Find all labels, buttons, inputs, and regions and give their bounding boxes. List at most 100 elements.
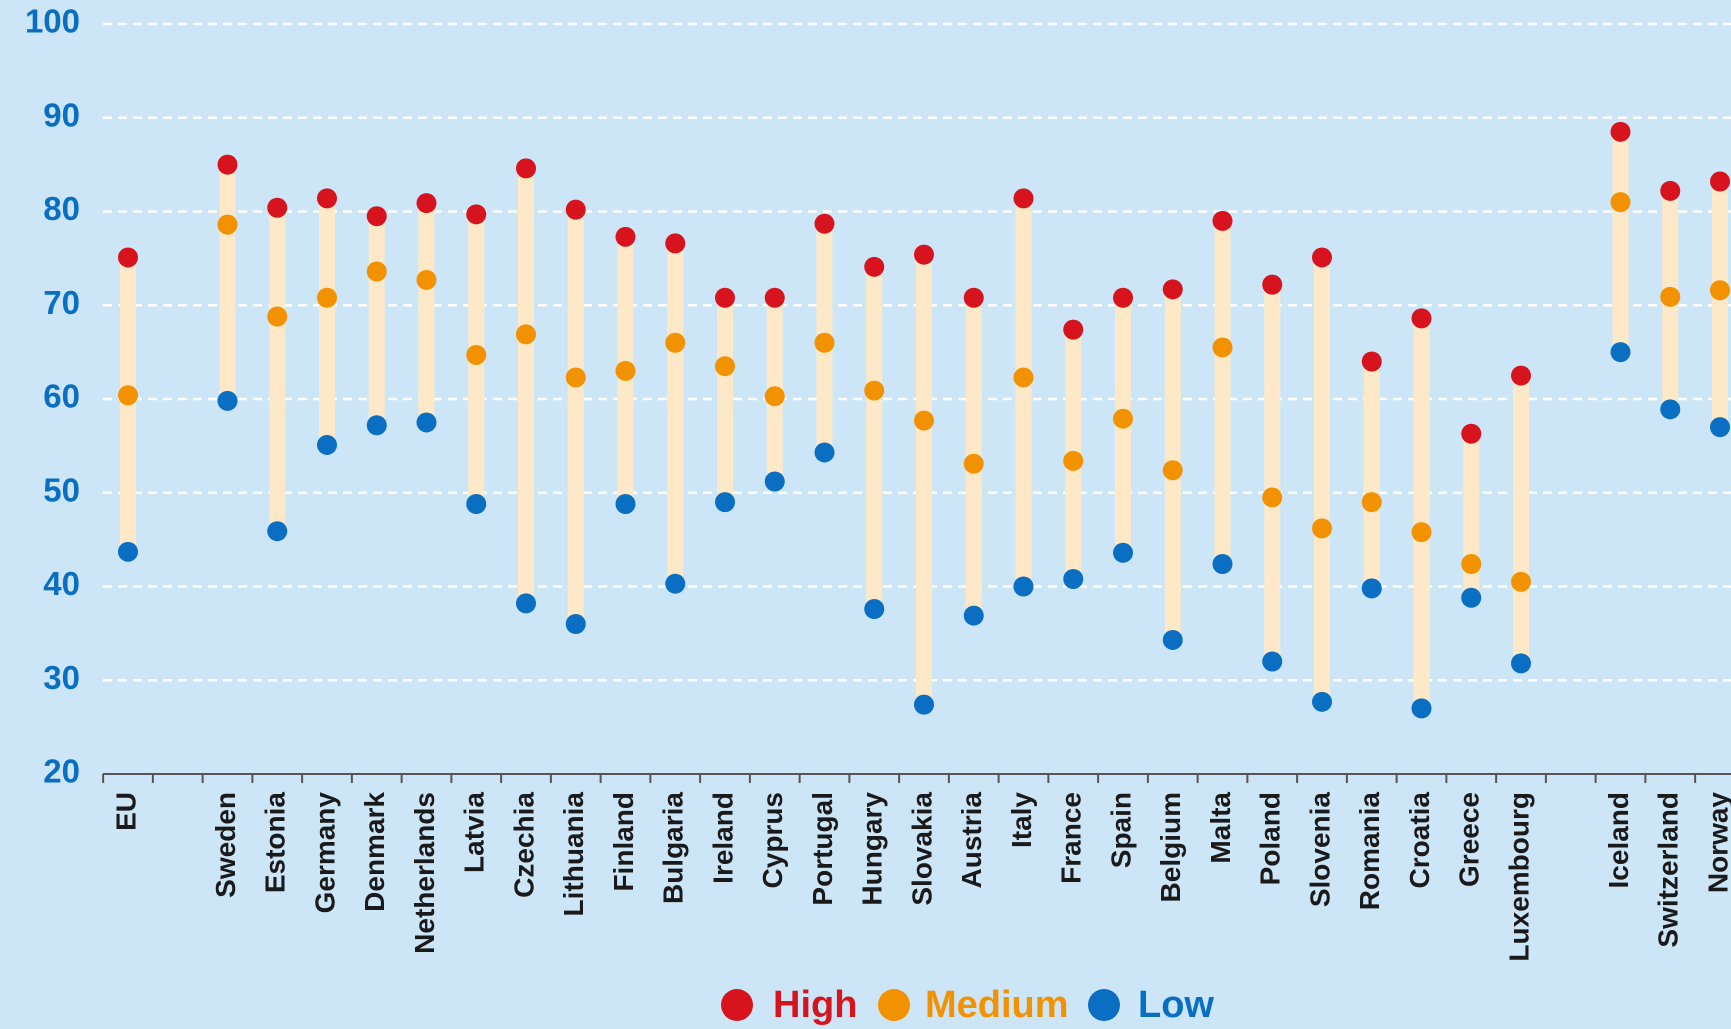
dot [267,521,288,542]
dot [1511,571,1531,592]
dot [1063,450,1084,471]
dot [1013,188,1034,209]
legend-swatch [878,989,910,1021]
legend-label: Medium [925,984,1069,1026]
dot [715,356,735,377]
legend-swatch [1088,989,1120,1021]
x-tick-label-group: Malta [1205,792,1236,864]
x-tick-label-group: France [1056,792,1087,884]
dot [366,415,387,436]
x-tick-label-group: Italy [1006,792,1037,848]
dot [1411,522,1432,543]
range-bar [518,168,534,604]
dot [1063,569,1084,589]
dot [1660,399,1681,420]
dot [217,214,238,235]
legend-label: High [773,984,857,1026]
dot [814,213,835,234]
range-bar [368,216,385,426]
dot [1610,342,1631,363]
dot [1262,487,1283,508]
y-tick-label: 20 [43,753,80,790]
dot [665,233,686,254]
dot [814,332,835,353]
dot [1660,286,1681,307]
dot [1511,653,1531,674]
y-tick-label: 50 [43,471,80,508]
dot [1312,691,1332,712]
y-tick-label: 40 [43,565,80,602]
x-tick-label: Romania [1354,792,1385,911]
y-tick-label: 100 [25,3,80,40]
dot [317,188,337,209]
dot [565,199,586,220]
dot [665,573,686,594]
dot [963,287,984,308]
range-bar [1712,181,1728,428]
dot [416,269,437,290]
dot [1411,698,1432,719]
dot [267,306,288,327]
dot [1312,247,1332,268]
x-tick-label: Cyprus [757,792,788,888]
dot [1113,408,1133,429]
dot [814,442,835,463]
dot [1212,210,1233,231]
x-tick-label: Czechia [508,792,539,898]
x-tick-label-group: Romania [1354,792,1385,911]
dot [466,344,487,365]
dot [615,494,636,514]
dot [1660,180,1681,201]
x-tick-label-group: Belgium [1155,792,1186,902]
range-bar [1513,375,1529,664]
dot [1461,587,1482,608]
x-tick-label: Belgium [1155,792,1186,902]
dot [1162,279,1183,300]
dot [764,471,785,492]
x-tick-label: Ireland [707,792,738,884]
dot [1610,121,1631,142]
dot [914,244,934,265]
dot [416,412,437,433]
dot [963,605,984,626]
x-tick-label: Iceland [1603,792,1634,888]
range-bar [1413,318,1430,709]
x-tick-label: Bulgaria [658,792,689,904]
x-tick-label: Greece [1454,792,1485,887]
x-tick-label-group: Netherlands [409,792,440,954]
dot [565,367,586,388]
x-tick-label-group: Iceland [1603,792,1634,888]
x-tick-label: Malta [1205,792,1236,864]
x-tick-label: France [1056,792,1087,884]
dot [1461,423,1482,444]
y-tick-label: 70 [43,284,80,321]
x-tick-label-group: Norway [1702,792,1731,894]
range-bar [1015,198,1032,587]
dot [764,287,785,308]
x-tick-label-group: Slovenia [1304,792,1335,908]
dot [1013,367,1034,388]
dot [1710,171,1730,192]
dot [317,434,337,455]
x-tick-label: Italy [1006,792,1037,848]
range-bar [1612,131,1629,353]
x-tick-label-group: Slovakia [906,792,937,906]
dot [1113,287,1133,308]
dot [715,492,735,513]
dot [1610,192,1631,213]
dot [1710,417,1730,438]
range-bar [269,207,286,532]
x-tick-label-group: Luxembourg [1503,792,1534,962]
x-tick-label: Finland [608,792,639,892]
x-tick-label: Lithuania [558,792,589,917]
x-tick-label-group: Denmark [359,792,390,912]
dot [267,197,288,218]
dot [1063,319,1084,340]
dot [1361,578,1382,599]
dot [764,386,785,407]
x-tick-label: Switzerland [1653,792,1684,948]
x-tick-label-group: Sweden [210,792,241,898]
x-tick-label: Latvia [459,792,490,873]
x-tick-label-group: Cyprus [757,792,788,888]
dot [366,206,387,227]
